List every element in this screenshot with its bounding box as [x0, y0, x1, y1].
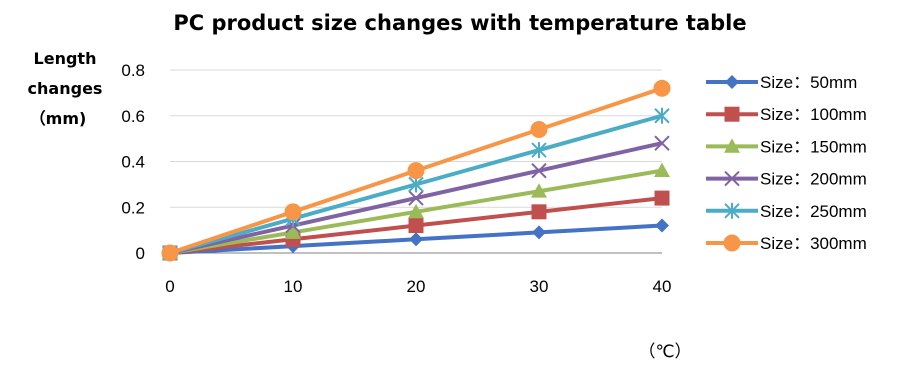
x-axis-label: （℃）: [638, 342, 691, 362]
x-tick-label: 0: [165, 277, 174, 296]
legend-marker: [724, 106, 740, 122]
x-tick-label: 10: [284, 277, 303, 296]
data-point: [285, 224, 301, 239]
legend-item: Size：300mm: [706, 234, 867, 253]
data-point: [531, 162, 547, 179]
legend-marker: [724, 138, 740, 153]
chart-title: PC product size changes with temperature…: [173, 11, 746, 35]
legend-item: Size：50mm: [706, 73, 857, 92]
axes: 0 0.2 0.4 0.6 0.8 0 10 20 30 40: [121, 61, 671, 296]
y-tick-label: 0.8: [121, 61, 145, 80]
legend: Size：50mm Size：100mm Size：150mm Size：200mm S…: [706, 73, 867, 253]
y-tick-label: 0: [136, 244, 145, 263]
data-point: [531, 204, 547, 220]
data-point: [654, 162, 670, 178]
legend-label: Size：300mm: [760, 234, 867, 253]
y-axis-label-line-1: Length: [34, 49, 97, 68]
legend-label: Size：100mm: [760, 105, 867, 124]
y-tick-label: 0.2: [121, 198, 145, 217]
legend-marker: [725, 75, 739, 89]
data-point: [655, 218, 669, 233]
data-point: [161, 244, 179, 262]
y-axis-label-line-3: （mm): [30, 109, 87, 128]
data-point: [408, 218, 424, 234]
data-point: [654, 190, 670, 206]
data-point: [654, 107, 670, 124]
legend-item: Size：100mm: [706, 105, 867, 124]
data-point: [532, 225, 546, 240]
data-point: [408, 190, 424, 206]
series-group: [161, 79, 671, 262]
data-point: [407, 162, 425, 180]
legend-label: Size：250mm: [760, 202, 867, 221]
data-point: [408, 203, 424, 219]
data-point: [409, 232, 423, 247]
x-tick-label: 20: [407, 277, 426, 296]
data-point: [654, 135, 670, 151]
legend-item: Size：150mm: [706, 137, 867, 156]
legend-label: Size：150mm: [760, 137, 867, 156]
y-axis-label-line-2: changes: [28, 79, 103, 98]
y-tick-label: 0.6: [121, 107, 145, 126]
legend-marker: [723, 234, 741, 252]
y-tick-label: 0.4: [121, 153, 145, 172]
legend-item: Size：250mm: [706, 202, 867, 221]
data-point: [284, 203, 302, 221]
x-tick-label: 40: [653, 277, 672, 296]
series-5: [161, 79, 671, 262]
data-point: [653, 79, 671, 97]
data-point: [530, 120, 548, 138]
legend-label: Size：50mm: [760, 73, 857, 92]
data-point: [531, 142, 547, 159]
legend-marker: [724, 202, 740, 219]
legend-item: Size：200mm: [706, 170, 867, 189]
x-tick-label: 30: [530, 277, 549, 296]
legend-label: Size：200mm: [760, 170, 867, 189]
legend-marker: [724, 170, 740, 187]
data-point: [531, 183, 547, 198]
